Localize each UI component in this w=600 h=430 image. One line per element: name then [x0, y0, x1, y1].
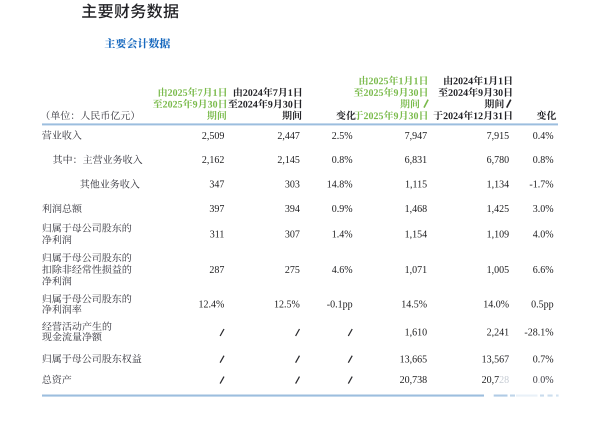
svg-text:7,947: 7,947 [405, 131, 428, 142]
svg-text:1,071: 1,071 [405, 265, 428, 276]
svg-text:1,134: 1,134 [487, 180, 510, 191]
svg-text:13,567: 13,567 [482, 354, 510, 365]
svg-text:0.7%: 0.7% [533, 354, 554, 365]
svg-text:0: 0 [533, 375, 538, 386]
svg-text:0.8%: 0.8% [332, 155, 353, 166]
svg-text:303: 303 [285, 180, 300, 191]
svg-text:0.4%: 0.4% [533, 131, 554, 142]
svg-text:1,154: 1,154 [405, 229, 428, 240]
svg-text:2,447: 2,447 [277, 131, 300, 142]
svg-text:2,162: 2,162 [202, 155, 225, 166]
svg-text:2,145: 2,145 [277, 155, 300, 166]
svg-text:4.6%: 4.6% [332, 265, 353, 276]
svg-text:1,425: 1,425 [487, 204, 510, 215]
svg-text:.: . [538, 375, 541, 386]
svg-text:397: 397 [209, 204, 224, 215]
svg-text:20,7: 20,7 [482, 375, 500, 386]
svg-text:0.9%: 0.9% [332, 204, 353, 215]
svg-text:2.5%: 2.5% [332, 131, 353, 142]
svg-text:394: 394 [285, 204, 300, 215]
svg-text:307: 307 [285, 229, 300, 240]
svg-text:7,915: 7,915 [487, 131, 510, 142]
svg-text:6,831: 6,831 [405, 155, 428, 166]
svg-text:0%: 0% [540, 375, 553, 386]
svg-text:6.6%: 6.6% [533, 265, 554, 276]
svg-text:28: 28 [499, 375, 509, 386]
svg-text:2,241: 2,241 [487, 328, 510, 339]
svg-text:347: 347 [209, 180, 224, 191]
svg-text:287: 287 [209, 265, 224, 276]
svg-text:0.8%: 0.8% [533, 155, 554, 166]
svg-text:2,509: 2,509 [202, 131, 225, 142]
svg-text:12.5%: 12.5% [274, 300, 300, 311]
svg-text:14.5%: 14.5% [401, 300, 427, 311]
svg-text:275: 275 [285, 265, 300, 276]
svg-text:1,115: 1,115 [405, 180, 427, 191]
svg-text:1,005: 1,005 [487, 265, 510, 276]
svg-text:14.0%: 14.0% [483, 300, 509, 311]
svg-text:1,468: 1,468 [405, 204, 428, 215]
svg-text:0.5pp: 0.5pp [531, 300, 554, 311]
svg-text:4.0%: 4.0% [533, 229, 554, 240]
svg-text:12.4%: 12.4% [199, 300, 225, 311]
svg-text:1,109: 1,109 [487, 229, 510, 240]
svg-text:20,738: 20,738 [400, 375, 428, 386]
svg-text:1,610: 1,610 [405, 328, 428, 339]
svg-text:-1.7%: -1.7% [529, 180, 553, 191]
svg-text:14.8%: 14.8% [327, 180, 353, 191]
svg-text:13,665: 13,665 [400, 354, 428, 365]
svg-text:1.4%: 1.4% [332, 229, 353, 240]
svg-text:311: 311 [210, 229, 225, 240]
svg-text:3.0%: 3.0% [533, 204, 554, 215]
svg-text:-28.1%: -28.1% [524, 328, 553, 339]
svg-text:6,780: 6,780 [487, 155, 510, 166]
svg-text:-0.1pp: -0.1pp [327, 300, 353, 311]
